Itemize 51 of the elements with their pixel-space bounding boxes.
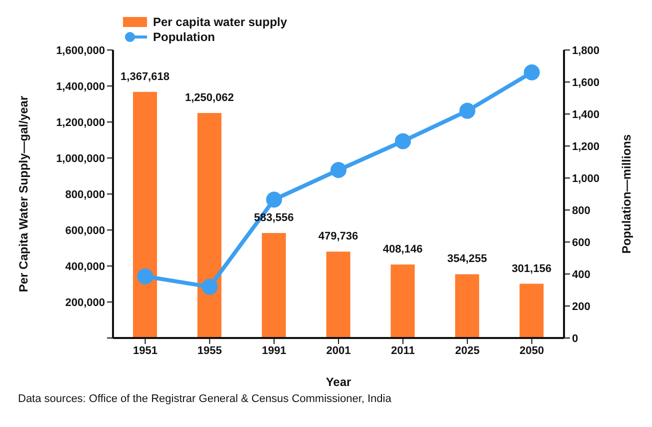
point (137, 268, 154, 284)
x-tick-label: 1951 (132, 344, 158, 357)
y2-tick-label: 1,200 (572, 140, 600, 153)
y2-axis-title: Population—millions (619, 134, 634, 254)
y2-tick-label: 600 (572, 236, 590, 249)
bar (520, 284, 544, 338)
x-axis-title: Year (326, 375, 352, 389)
bar (455, 274, 480, 338)
x-tick-label: 2025 (455, 344, 480, 357)
data-label: 408,146 (382, 244, 423, 256)
data-label: 1,367,618 (120, 70, 170, 83)
point (394, 133, 411, 150)
point (524, 64, 540, 80)
bar (197, 112, 222, 338)
data-label: 301,156 (512, 262, 552, 275)
text: Data sources: Office of the Registrar General & Census Commissioner, India (18, 393, 392, 405)
legend-label: Population (153, 30, 215, 44)
y-tick-label: 1,000,000 (56, 152, 105, 165)
x-tick-label: 2001 (326, 344, 351, 357)
y-axis-title: Per Capita Water Supply—gal/year (16, 96, 30, 292)
bar (326, 252, 350, 338)
data-label: 354,255 (447, 253, 488, 266)
y-tick-label: 800,000 (65, 188, 105, 201)
y2-tick-label: 800 (572, 204, 590, 217)
y2-tick-label: 400 (572, 268, 590, 281)
y-tick-label: 1,400,000 (56, 80, 105, 93)
y-tick-label: 200,000 (65, 296, 105, 309)
point (266, 192, 282, 208)
data-label: 479,736 (318, 230, 358, 243)
point (330, 162, 346, 178)
y-tick-label: 1,200,000 (56, 116, 105, 129)
data-label: 1,250,062 (184, 92, 234, 104)
legend-label: Per capita water supply (153, 14, 288, 28)
x-tick-label: 2050 (520, 344, 544, 357)
point (459, 102, 476, 119)
y-tick-label: 1,600,000 (56, 44, 105, 57)
bar (133, 92, 157, 338)
x-tick-label: 1991 (262, 344, 286, 357)
x-tick-label: 1955 (197, 344, 222, 357)
y2-tick-label: 200 (572, 300, 590, 313)
y2-tick-label: 0 (572, 332, 578, 345)
y2-tick-label: 1,400 (572, 108, 600, 121)
y-tick-label: 400,000 (65, 260, 105, 273)
y2-tick-label: 1,000 (572, 172, 600, 185)
y2-tick-label: 1,800 (572, 44, 600, 57)
y-tick-label: 600,000 (65, 224, 105, 237)
bar (262, 232, 286, 338)
bar (390, 264, 415, 338)
y2-tick-label: 1,600 (572, 76, 600, 89)
x-tick-label: 2011 (390, 344, 415, 357)
point (202, 278, 218, 295)
